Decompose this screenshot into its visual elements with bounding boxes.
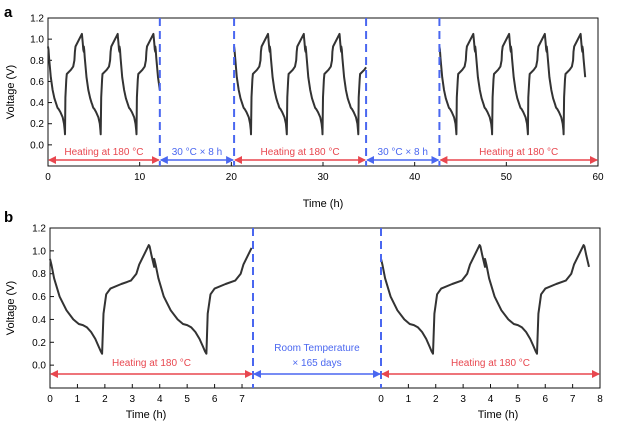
y-tick-label: 0.6 xyxy=(30,77,44,88)
x-tick-label: 3 xyxy=(130,394,136,405)
x-tick-label: 40 xyxy=(409,172,421,183)
panel-b: b 0.0 0.2 0.4 0.6 0.8 1.0 1.2 0 1 2 3 4 5 6 7 0 1 2 3 4 5 6 7… xyxy=(4,209,603,421)
y-tick-label: 0.2 xyxy=(30,119,44,130)
panel-a-y-axis: 0.0 0.2 0.4 0.6 0.8 1.0 1.2 xyxy=(30,14,52,167)
voltage-curve-2 xyxy=(233,32,367,136)
y-tick-label: 1.0 xyxy=(30,35,44,46)
segment-label-bg xyxy=(466,146,572,156)
x-tick-label: 0 xyxy=(378,394,384,405)
x-tick-label: 5 xyxy=(184,394,190,405)
panel-b-y-axis: 0.0 0.2 0.4 0.6 0.8 1.0 1.2 xyxy=(32,224,54,389)
segment-label-bg xyxy=(51,146,157,156)
y-tick-label: 0.4 xyxy=(32,315,46,326)
y-tick-label: 0.0 xyxy=(32,361,46,372)
x-tick-label: 0 xyxy=(45,172,51,183)
panel-b-label: b xyxy=(4,209,13,226)
panel-a-dividers xyxy=(158,18,441,166)
y-tick-label: 0.0 xyxy=(30,140,44,151)
panel-a-x-axis-title: Time (h) xyxy=(303,198,344,210)
y-tick-label: 0.8 xyxy=(32,269,46,280)
segment-label-bg xyxy=(162,146,232,156)
panel-a-x-axis: 0 10 20 30 40 50 60 xyxy=(45,162,604,183)
y-tick-label: 0.4 xyxy=(30,98,44,109)
x-tick-label: 30 xyxy=(317,172,329,183)
y-tick-label: 1.2 xyxy=(32,224,46,235)
segment-label: 30 °C × 8 h xyxy=(172,147,222,158)
panel-b-dividers xyxy=(252,228,382,388)
segment-label-2: × 165 days xyxy=(292,358,341,369)
segment-label: Heating at 180 °C xyxy=(64,147,143,158)
panel-a-segment-arrows: Heating at 180 °C 30 °C × 8 h Heating at 1… xyxy=(48,146,598,164)
x-tick-label: 4 xyxy=(157,394,163,405)
voltage-curve-3 xyxy=(438,32,587,136)
x-tick-label: 2 xyxy=(433,394,439,405)
x-tick-label: 7 xyxy=(570,394,576,405)
segment-label-bg xyxy=(367,146,438,156)
segment-label: Heating at 180 °C xyxy=(112,358,191,369)
panel-a-label: a xyxy=(4,4,13,21)
panel-b-segment-arrows: Heating at 180 °C Room Temperature × 165 d… xyxy=(50,343,600,378)
y-tick-label: 1.2 xyxy=(30,14,44,25)
segment-label: 30 °C × 8 h xyxy=(378,147,428,158)
x-tick-label: 5 xyxy=(515,394,521,405)
panel-b-plot-frame xyxy=(49,227,601,389)
x-tick-label: 6 xyxy=(542,394,548,405)
voltage-curve-left xyxy=(49,244,253,355)
segment-label: Room Temperature xyxy=(274,343,360,354)
x-tick-label: 20 xyxy=(226,172,238,183)
x-tick-label: 0 xyxy=(47,394,53,405)
segment-label-bg xyxy=(247,146,353,156)
voltage-curve-1 xyxy=(47,32,161,136)
x-tick-label: 1 xyxy=(75,394,81,405)
panel-a-y-axis-title: Voltage (V) xyxy=(5,65,17,119)
x-tick-label: 6 xyxy=(212,394,218,405)
x-tick-label: 8 xyxy=(597,394,603,405)
x-tick-label: 10 xyxy=(134,172,146,183)
panel-b-x-axis: 0 1 2 3 4 5 6 7 0 1 2 3 4 5 6 7 8 xyxy=(47,384,603,405)
segment-label: Heating at 180 °C xyxy=(451,358,530,369)
segment-label: Heating at 180 °C xyxy=(261,147,340,158)
y-tick-label: 0.8 xyxy=(30,56,44,67)
panel-b-right-x-axis-title: Time (h) xyxy=(478,409,519,421)
y-tick-label: 1.0 xyxy=(32,246,46,257)
x-tick-label: 7 xyxy=(239,394,245,405)
panel-a-series xyxy=(47,32,587,136)
x-tick-label: 50 xyxy=(501,172,513,183)
panel-a: a 0.0 0.2 0.4 0.6 0.8 1.0 1.2 0 10 20 30 40 50 60 He… xyxy=(4,4,604,210)
x-tick-label: 2 xyxy=(102,394,108,405)
y-tick-label: 0.6 xyxy=(32,292,46,303)
x-tick-label: 3 xyxy=(460,394,466,405)
x-tick-label: 4 xyxy=(488,394,494,405)
panel-b-series xyxy=(49,244,590,355)
panel-b-left-x-axis-title: Time (h) xyxy=(126,409,167,421)
x-tick-label: 1 xyxy=(406,394,412,405)
voltage-curve-right xyxy=(380,244,590,355)
segment-label: Heating at 180 °C xyxy=(479,147,558,158)
x-tick-label: 60 xyxy=(592,172,604,183)
panel-b-y-axis-title: Voltage (V) xyxy=(5,281,17,335)
y-tick-label: 0.2 xyxy=(32,338,46,349)
